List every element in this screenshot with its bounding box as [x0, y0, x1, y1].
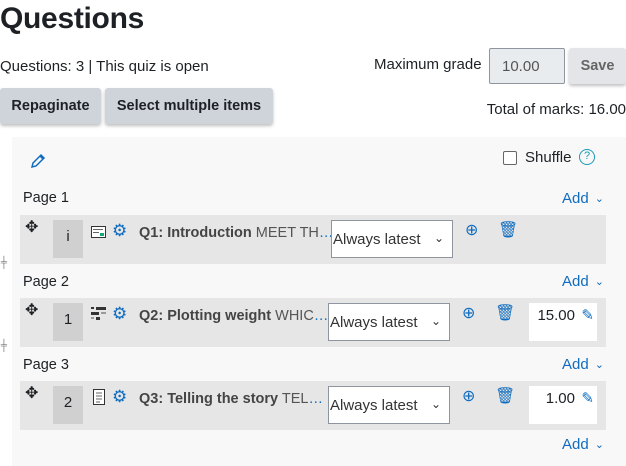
- question-title[interactable]: Q1: Introduction MEET TH…: [139, 225, 334, 241]
- page-title: Questions: [0, 2, 144, 35]
- move-icon[interactable]: ✥: [25, 219, 39, 236]
- edit-pencil-icon[interactable]: [30, 153, 46, 169]
- gear-icon[interactable]: ⚙: [112, 387, 128, 406]
- question-row-1: ✥ i ⚙ Q1: Introduction MEET TH… Always l…: [20, 215, 606, 264]
- max-mark[interactable]: 1.00 ✎: [529, 386, 597, 424]
- add-menu-page-3[interactable]: Add ⌄: [562, 356, 604, 373]
- gear-icon[interactable]: ⚙: [112, 304, 128, 323]
- version-select[interactable]: Always latest ⌄: [328, 386, 450, 424]
- page-2-label: Page 2: [23, 274, 69, 290]
- ddwtos-icon: [91, 307, 106, 320]
- version-select[interactable]: Always latest ⌄: [328, 303, 450, 341]
- shuffle-checkbox[interactable]: [503, 151, 517, 165]
- unpaginate-icon[interactable]: ⊥ ⊤: [0, 337, 8, 354]
- question-title[interactable]: Q3: Telling the story TEL…: [139, 391, 323, 407]
- total-marks: Total of marks: 16.00: [486, 101, 626, 118]
- trash-icon[interactable]: 🗑: [495, 305, 516, 322]
- trash-icon[interactable]: 🗑: [498, 222, 519, 239]
- question-row-3: ✥ 2 ⚙ Q3: Telling the story TEL… Always …: [20, 381, 606, 430]
- description-icon: [91, 226, 106, 238]
- page-3-label: Page 3: [23, 357, 69, 373]
- question-number: 1: [53, 303, 83, 341]
- preview-zoom-icon[interactable]: ⊕: [465, 222, 479, 239]
- select-multiple-button[interactable]: Select multiple items: [105, 88, 273, 124]
- edit-mark-icon: ✎: [581, 307, 594, 324]
- shuffle-label: Shuffle: [525, 149, 572, 166]
- add-menu-end[interactable]: Add ⌄: [562, 436, 604, 453]
- question-number: 2: [53, 386, 83, 424]
- unpaginate-icon[interactable]: ⊥ ⊤: [0, 254, 8, 271]
- question-title[interactable]: Q2: Plotting weight WHIC…: [139, 308, 329, 324]
- question-number: i: [53, 220, 83, 258]
- gear-icon[interactable]: ⚙: [112, 221, 128, 240]
- move-icon[interactable]: ✥: [25, 302, 39, 319]
- version-select[interactable]: Always latest ⌄: [331, 220, 453, 258]
- max-mark[interactable]: 15.00 ✎: [529, 303, 597, 341]
- move-icon[interactable]: ✥: [25, 385, 39, 402]
- add-menu-page-1[interactable]: Add ⌄: [562, 190, 604, 207]
- help-icon[interactable]: ?: [579, 149, 595, 165]
- preview-zoom-icon[interactable]: ⊕: [462, 388, 476, 405]
- max-grade-label: Maximum grade: [374, 56, 482, 73]
- essay-icon: [93, 389, 105, 405]
- add-menu-page-2[interactable]: Add ⌄: [562, 273, 604, 290]
- page-1-label: Page 1: [23, 190, 69, 206]
- repaginate-button[interactable]: Repaginate: [0, 88, 101, 124]
- quiz-status: Questions: 3 | This quiz is open: [0, 58, 209, 75]
- preview-zoom-icon[interactable]: ⊕: [462, 305, 476, 322]
- max-grade-input[interactable]: 10.00: [489, 48, 565, 84]
- save-button[interactable]: Save: [569, 48, 626, 84]
- question-row-2: ✥ 1 ⚙ Q2: Plotting weight WHIC… Always l…: [20, 298, 606, 347]
- trash-icon[interactable]: 🗑: [495, 388, 516, 405]
- edit-mark-icon: ✎: [581, 390, 594, 407]
